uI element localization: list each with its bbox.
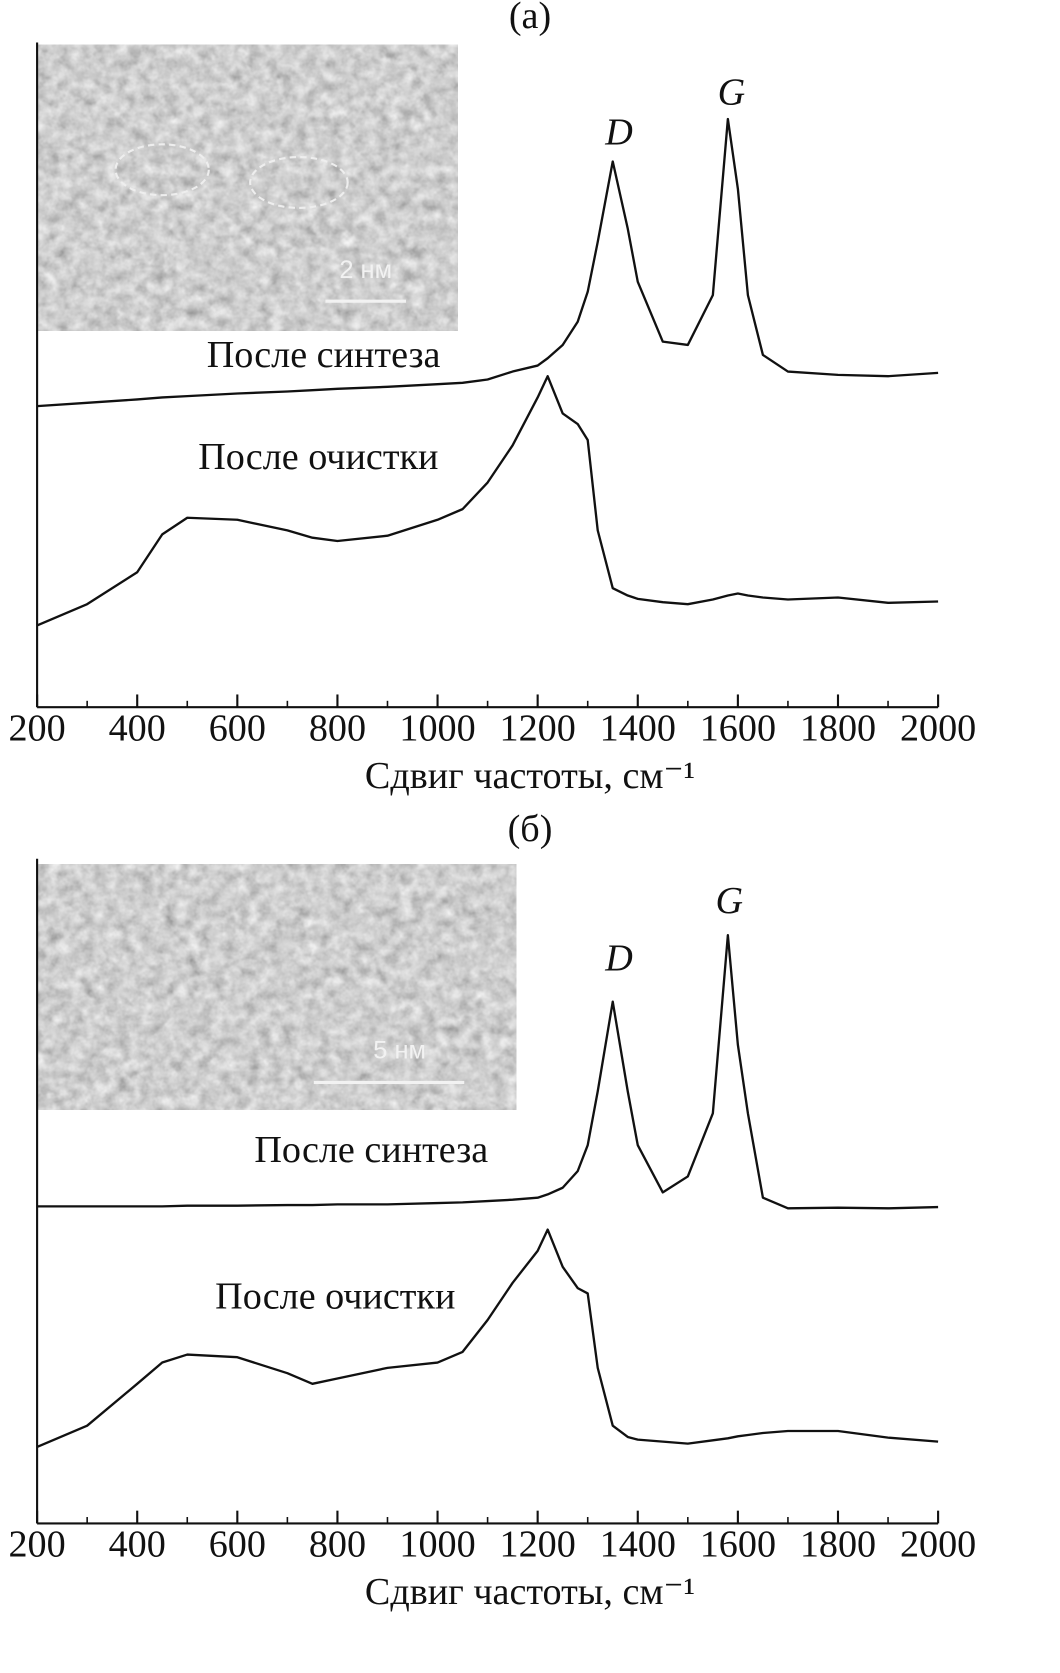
x-tick-label: 1600 <box>700 707 776 749</box>
x-tick-label: 1000 <box>399 1524 475 1566</box>
spectrum-line <box>37 117 939 408</box>
tem-image <box>37 44 458 331</box>
series-label: После синтеза <box>254 1129 488 1171</box>
x-tick-label: 800 <box>309 1524 366 1566</box>
x-axis-label: Сдвиг частоты, см⁻¹ <box>365 1571 695 1613</box>
x-tick-label: 400 <box>109 1524 166 1566</box>
highlight-ellipse <box>249 155 349 209</box>
panel-title: (а) <box>509 0 551 37</box>
x-tick-label: 2000 <box>900 707 976 749</box>
spectrum-line <box>36 375 939 627</box>
x-tick-label: 1400 <box>600 707 676 749</box>
scale-label: 5 нм <box>373 1036 426 1064</box>
x-tick-label: 1000 <box>399 707 475 749</box>
x-tick-label: 1200 <box>500 1524 576 1566</box>
highlight-ellipse <box>114 143 210 197</box>
x-tick-label: 1600 <box>700 1524 776 1566</box>
peak-annotation: G <box>718 71 746 113</box>
x-tick-label: 2000 <box>900 1524 976 1566</box>
x-tick-label: 200 <box>8 707 65 749</box>
x-tick-label: 1800 <box>800 707 876 749</box>
x-tick-label: 1400 <box>600 1524 676 1566</box>
x-tick-label: 1800 <box>800 1524 876 1566</box>
x-tick-label: 800 <box>309 707 366 749</box>
series-label: После очистки <box>215 1275 455 1317</box>
x-tick-label: 600 <box>209 1524 266 1566</box>
x-tick-label: 1200 <box>500 707 576 749</box>
scale-label: 2 нм <box>339 256 392 284</box>
tem-image <box>37 864 517 1110</box>
spectrum-line <box>36 1228 939 1449</box>
peak-annotation: G <box>716 880 744 922</box>
spectrum-line <box>37 934 939 1210</box>
peak-annotation: D <box>604 937 633 979</box>
x-axis-label: Сдвиг частоты, см⁻¹ <box>365 755 695 797</box>
series-label: После синтеза <box>207 334 441 376</box>
x-tick-label: 600 <box>209 707 266 749</box>
peak-annotation: D <box>604 112 633 154</box>
panel-title: (б) <box>508 808 553 850</box>
x-tick-label: 400 <box>109 707 166 749</box>
x-tick-label: 200 <box>8 1524 65 1566</box>
series-label: После очистки <box>198 436 438 478</box>
